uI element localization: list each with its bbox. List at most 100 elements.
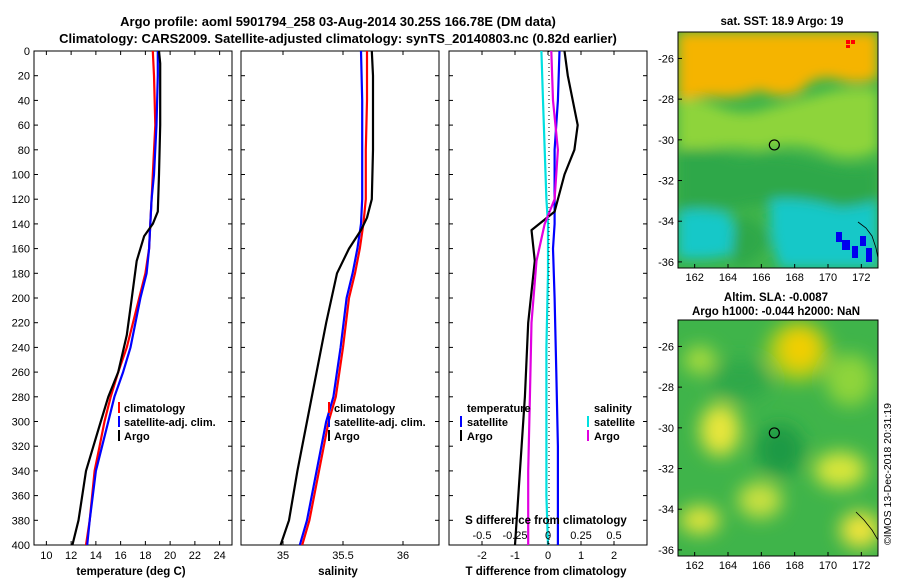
salinity-difference-x-axis: -0.5 -0.25 0 0.25 0.5 — [473, 530, 622, 542]
x-tick-label: 35.5 — [332, 550, 353, 562]
x-tick-label: 1 — [578, 550, 584, 562]
map-y-tick-label: -26 — [658, 341, 674, 353]
map-x-tick-label: 168 — [785, 272, 803, 284]
x-tick-label: 35 — [277, 550, 289, 562]
x-tick-label: 16 — [115, 550, 127, 562]
x-tick-label: 20 — [164, 550, 176, 562]
imos-credit: ©IMOS 13-Dec-2018 20:31:19 — [882, 403, 894, 545]
map-y-tick-label: -32 — [658, 176, 674, 188]
sst-cool-region — [678, 149, 878, 212]
y-tick-label: 220 — [12, 318, 30, 330]
x-tick-label: -1 — [510, 550, 520, 562]
salinity-x-axis: 35 35.5 36 — [277, 51, 409, 562]
sst-map-title: sat. SST: 18.9 Argo: 19 — [721, 16, 844, 28]
map-x-tick-label: 170 — [819, 560, 837, 572]
x-tick-label: -2 — [477, 550, 487, 562]
y-tick-label: 100 — [12, 170, 30, 182]
title-line-1: Argo profile: aoml 5901794_258 03-Aug-20… — [120, 14, 556, 29]
x-tick-label: 12 — [65, 550, 77, 562]
x-tick-label: 36 — [397, 550, 409, 562]
sst-map — [678, 32, 878, 268]
temperature-panel-frame — [33, 50, 233, 546]
y-tick-label: 320 — [12, 441, 30, 453]
map-x-tick-label: 164 — [719, 560, 737, 572]
series-line-satellite-adj-clim- — [298, 51, 364, 545]
sst-cold-region-west — [678, 209, 740, 259]
legend-label-t-argo: Argo — [467, 431, 493, 443]
temperature-legend: climatology satellite-adj. clim. Argo — [118, 402, 216, 443]
map-x-tick-label: 162 — [685, 272, 703, 284]
y-tick-label: 140 — [12, 219, 30, 231]
y-tick-label: 260 — [12, 367, 30, 379]
salinity-series — [279, 51, 375, 545]
y-tick-label: 160 — [12, 244, 30, 256]
legend-label-s-satellite: satellite — [594, 417, 635, 429]
y-tick-label: 0 — [24, 46, 30, 58]
sst-map-frame — [677, 31, 879, 269]
legend-label-climatology: climatology — [334, 403, 396, 415]
map-x-tick-label: 172 — [852, 272, 870, 284]
series-line-s-satellite — [540, 51, 550, 545]
series-line-satellite-adj-clim- — [86, 51, 159, 545]
temperature-series — [71, 51, 162, 545]
x-tick-label: 14 — [90, 550, 102, 562]
y-tick-label: 240 — [12, 342, 30, 354]
y-tick-label: 180 — [12, 268, 30, 280]
difference-legend: temperature satellite Argo salinity sate… — [460, 403, 635, 443]
temperature-xlabel: temperature (deg C) — [76, 566, 185, 578]
y-tick-label: 400 — [12, 540, 30, 552]
sst-land-pixels — [836, 40, 872, 262]
salinity-xlabel: salinity — [318, 566, 358, 578]
temperature-x-axis: 10 12 14 16 18 20 22 24 — [40, 51, 226, 562]
x2-tick-label: 0.5 — [606, 530, 621, 542]
argo-location-marker — [768, 427, 780, 439]
depth-axis: 0 20 40 60 80 100 120 140 160 180 200 220 240 260 280 3… — [12, 46, 647, 552]
sla-map — [678, 320, 878, 556]
sla-map-title-2: Argo h1000: -0.044 h2000: NaN — [692, 306, 860, 318]
legend-label-argo: Argo — [334, 431, 360, 443]
difference-series — [513, 51, 579, 545]
y-tick-label: 340 — [12, 466, 30, 478]
map-x-tick-label: 168 — [785, 560, 803, 572]
map-x-tick-label: 172 — [852, 560, 870, 572]
sst-cold-region-east — [770, 199, 878, 268]
map-y-tick-label: -34 — [658, 504, 674, 516]
x-tick-label: 18 — [139, 550, 151, 562]
y-tick-label: 360 — [12, 491, 30, 503]
map-x-tick-label: 166 — [752, 560, 770, 572]
coastline — [857, 221, 878, 259]
x2-tick-label: 0 — [545, 530, 551, 542]
y-tick-label: 80 — [18, 145, 30, 157]
legend-label-climatology: climatology — [124, 403, 186, 415]
series-line-s-argo — [527, 51, 560, 545]
argo-location-marker — [768, 139, 780, 151]
x-tick-label: 22 — [189, 550, 201, 562]
sst-cool-tongue — [732, 215, 770, 268]
map-x-tick-label: 170 — [819, 272, 837, 284]
sst-map-axes: 162 164 166 168 170 172 -26 -28 -30 -32 -34 -36 — [658, 53, 870, 284]
y-tick-label: 200 — [12, 293, 30, 305]
difference-x-axis: -2 -1 0 1 2 — [477, 51, 617, 562]
x2-tick-label: -0.5 — [473, 530, 492, 542]
series-line-argo — [279, 51, 375, 545]
map-y-tick-label: -34 — [658, 216, 674, 228]
map-y-tick-label: -30 — [658, 135, 674, 147]
map-y-tick-label: -32 — [658, 464, 674, 476]
legend-label-satellite: satellite-adj. clim. — [334, 417, 426, 429]
legend-label-t-satellite: satellite — [467, 417, 508, 429]
series-line-argo — [71, 51, 162, 545]
sla-map-frame — [677, 319, 879, 557]
map-x-tick-label: 162 — [685, 560, 703, 572]
y-tick-label: 40 — [18, 95, 30, 107]
salinity-legend: climatology satellite-adj. clim. Argo — [328, 402, 426, 443]
x2-tick-label: -0.25 — [502, 530, 527, 542]
y-tick-label: 60 — [18, 120, 30, 132]
x2-tick-label: 0.25 — [570, 530, 591, 542]
legend-label-s-argo: Argo — [594, 431, 620, 443]
difference-xlabel: T difference from climatology — [465, 566, 627, 578]
map-y-tick-label: -28 — [658, 382, 674, 394]
map-y-tick-label: -36 — [658, 257, 674, 269]
map-y-tick-label: -26 — [658, 53, 674, 65]
series-line-climatology — [301, 51, 369, 545]
